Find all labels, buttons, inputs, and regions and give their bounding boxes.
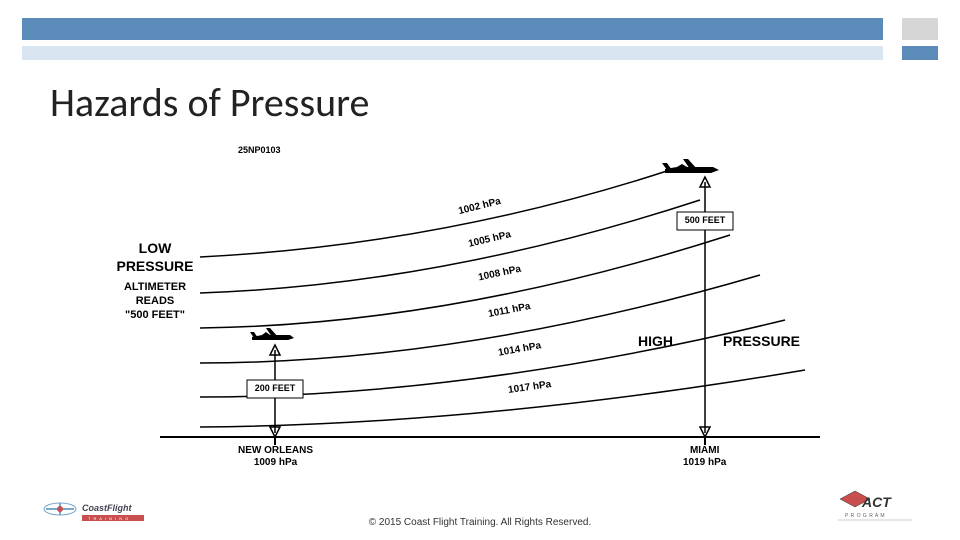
header-corner-top: [902, 18, 938, 40]
header-corner-bottom: [902, 46, 938, 60]
city-right-pressure: 1019 hPa: [683, 457, 726, 468]
low-pressure-block: LOW PRESSURE ALTIMETER READS "500 FEET": [110, 240, 200, 322]
page-title: Hazards of Pressure: [50, 78, 369, 127]
city-left: NEW ORLEANS 1009 hPa: [238, 445, 313, 469]
city-left-name: NEW ORLEANS: [238, 445, 313, 456]
svg-text:ACT: ACT: [861, 494, 892, 510]
logo-coast-flight: CoastFlight T R A I N I N G: [40, 493, 150, 530]
city-left-pressure: 1009 hPa: [254, 457, 297, 468]
altimeter-reads: ALTIMETER READS "500 FEET": [110, 281, 200, 322]
header-bar-thick: [22, 18, 883, 40]
pressure-label: PRESSURE: [723, 333, 800, 351]
coast-flight-icon: CoastFlight T R A I N I N G: [40, 493, 150, 525]
city-right: MIAMI 1019 hPa: [683, 445, 726, 469]
act-icon: ACT P R O G R A M: [830, 489, 920, 525]
svg-text:CoastFlight: CoastFlight: [82, 503, 132, 513]
logo-act: ACT P R O G R A M: [830, 489, 920, 530]
arrow-label-200: 200 FEET: [250, 383, 300, 394]
high-label: HIGH: [638, 333, 673, 351]
header-bar-thin: [22, 46, 883, 60]
pressure-diagram: 25NP0103: [140, 145, 840, 475]
svg-text:T R A I N I N G: T R A I N I N G: [88, 516, 129, 521]
low-pressure-title: LOW PRESSURE: [110, 240, 200, 275]
arrow-label-500: 500 FEET: [680, 215, 730, 226]
header-bars: [22, 18, 938, 60]
city-right-name: MIAMI: [690, 445, 719, 456]
svg-text:P R O G R A M: P R O G R A M: [845, 513, 885, 519]
